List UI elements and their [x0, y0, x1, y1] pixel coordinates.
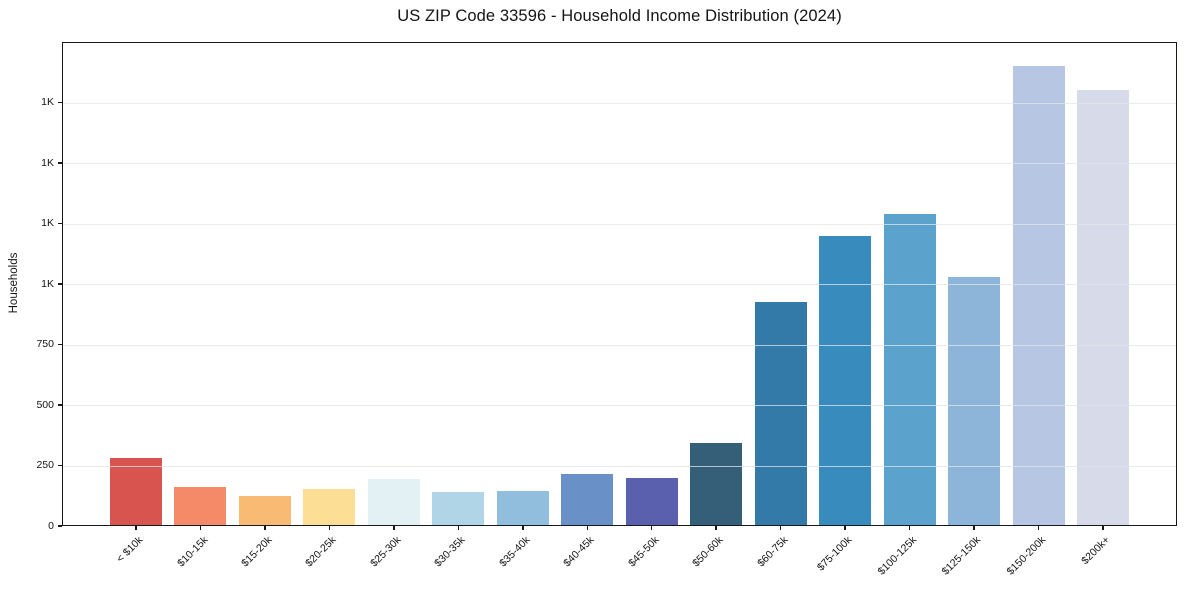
- x-tick-label: < $10k: [114, 534, 146, 565]
- gridline: [62, 102, 1177, 104]
- x-tick-mark: [199, 526, 202, 530]
- chart-title: US ZIP Code 33596 - Household Income Dis…: [397, 7, 842, 25]
- bar-$50-60k: [690, 442, 743, 526]
- x-tick-label: $150-200k: [1004, 534, 1049, 578]
- x-tick-label: $100-125k: [875, 534, 920, 578]
- gridline: [62, 223, 1177, 225]
- gridline: [62, 284, 1177, 285]
- y-tick-label: 250: [36, 459, 54, 471]
- y-tick-label: 1K: [41, 217, 54, 229]
- bar-$15-20k: [238, 495, 291, 526]
- bar-$150-200k: [1012, 66, 1065, 526]
- x-tick-mark: [973, 526, 975, 530]
- bar-$10-15k: [174, 487, 227, 526]
- bar-$75-100k: [819, 235, 872, 526]
- y-tick-mark: [58, 343, 62, 346]
- x-tick-label: $75-100k: [815, 534, 855, 574]
- y-tick-mark: [58, 464, 62, 467]
- y-tick-mark: [58, 404, 62, 406]
- x-tick-mark: [650, 526, 653, 530]
- bar-$25-30k: [367, 478, 420, 526]
- x-tick-label: $50-60k: [690, 534, 726, 570]
- gridline: [62, 163, 1177, 164]
- gridline: [62, 465, 1177, 467]
- y-tick-mark: [58, 525, 62, 527]
- bar-$40-45k: [561, 473, 614, 526]
- y-tick-label: 1K: [41, 277, 54, 290]
- x-tick-mark: [1037, 526, 1040, 530]
- x-tick-label: $20-25k: [303, 534, 339, 570]
- bar-$100-125k: [883, 213, 936, 526]
- bar-$125-150k: [948, 276, 1001, 526]
- x-tick-label: $45-50k: [625, 534, 662, 570]
- y-tick-label: 0: [48, 519, 54, 532]
- x-tick-mark: [844, 526, 846, 530]
- bar-$45-50k: [625, 477, 678, 526]
- bar-$200k+: [1077, 90, 1129, 526]
- x-tick-label: $60-75k: [754, 534, 791, 570]
- x-tick-mark: [135, 526, 137, 530]
- y-tick-label: 1K: [41, 96, 54, 108]
- x-tick-label: $200k+: [1079, 534, 1113, 568]
- y-tick-label: 750: [36, 338, 54, 350]
- x-tick-mark: [1102, 526, 1104, 530]
- y-tick-mark: [58, 222, 62, 225]
- plot-area: [62, 42, 1177, 526]
- x-tick-mark: [393, 526, 395, 530]
- y-tick-mark: [58, 162, 62, 164]
- bar-$60-75k: [754, 302, 807, 526]
- y-tick-mark: [58, 101, 62, 104]
- x-tick-mark: [908, 526, 911, 530]
- x-tick-label: $40-45k: [561, 534, 597, 570]
- x-tick-label: $10-15k: [174, 534, 210, 570]
- x-tick-label: $25-30k: [368, 534, 404, 570]
- y-tick-mark: [58, 283, 62, 285]
- bar-$20-25k: [303, 488, 356, 526]
- bar-$35-40k: [496, 490, 549, 526]
- y-tick-label: 1K: [41, 156, 54, 169]
- x-tick-mark: [264, 526, 266, 530]
- x-tick-mark: [715, 526, 717, 530]
- x-tick-label: $30-35k: [432, 534, 468, 570]
- bar-$30-35k: [432, 492, 485, 526]
- x-tick-mark: [779, 526, 782, 530]
- x-tick-mark: [457, 526, 460, 530]
- x-tick-label: $35-40k: [496, 534, 533, 570]
- x-tick-mark: [328, 526, 331, 530]
- bar-< $10k: [110, 458, 162, 526]
- y-tick-label: 500: [36, 398, 54, 411]
- x-tick-label: $125-150k: [939, 534, 984, 578]
- x-tick-mark: [586, 526, 589, 530]
- gridline: [62, 344, 1177, 346]
- gridline: [62, 405, 1177, 406]
- x-tick-label: $15-20k: [239, 534, 275, 570]
- x-tick-mark: [522, 526, 524, 530]
